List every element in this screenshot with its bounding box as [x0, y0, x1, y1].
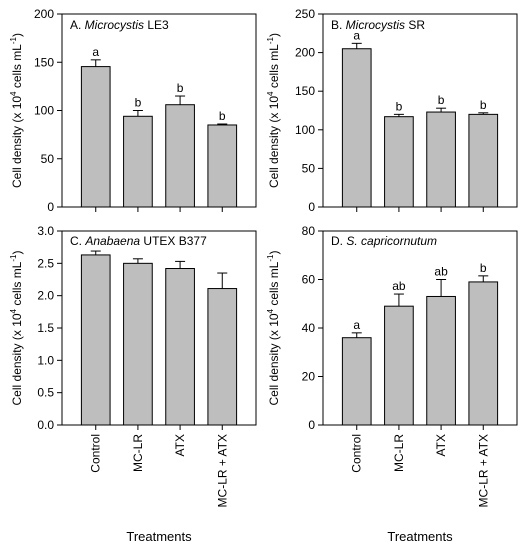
panel-c-yticks: 0.0 0.5 1.0 1.5 2.0 2.5 3.0 [37, 224, 223, 432]
y-tick-label: 0 [308, 200, 315, 214]
bar [341, 48, 372, 208]
bar [123, 262, 153, 426]
panel-a-ylabel: Cell density (x 104 cells mL-1) [9, 33, 24, 188]
panel-a-yticks: 0 50 100 150 200 [34, 7, 223, 214]
y-tick-label: 100 [295, 123, 315, 137]
significance-letter: b [480, 261, 487, 275]
panel-d-yticks: 0 20 40 60 80 [302, 224, 484, 432]
y-tick-label: 150 [295, 84, 315, 98]
bar [207, 288, 238, 426]
y-tick-label: 100 [34, 104, 54, 118]
panel-c-ylabel: Cell density (x 104 cells mL-1) [9, 251, 24, 406]
panel-c-bars [80, 250, 238, 426]
bar [80, 254, 111, 426]
panel-a-title: A. Microcystis LE3 [70, 18, 169, 32]
x-category-labels-left: Control MC-LR ATX MC-LR + ATX [89, 434, 230, 508]
svg-text:Cell density (x 104 cells mL-1: Cell density (x 104 cells mL-1) [266, 33, 281, 188]
bar [426, 295, 456, 426]
panel-b-ylabel: Cell density (x 104 cells mL-1) [266, 33, 281, 188]
y-tick-label: 0 [308, 418, 315, 432]
bar [80, 66, 111, 208]
y-tick-label: 60 [302, 273, 316, 287]
x-category-label: Control [89, 434, 103, 473]
x-category-label: Control [350, 434, 364, 473]
y-tick-label: 2.0 [37, 289, 54, 303]
significance-letter: b [396, 99, 403, 113]
significance-letter: a [353, 28, 360, 42]
significance-letter: b [480, 98, 487, 112]
x-category-label: ATX [173, 434, 187, 456]
bar [341, 337, 372, 426]
y-tick-label: 80 [302, 224, 316, 238]
x-category-labels-right: Control MC-LR ATX MC-LR + ATX [350, 434, 491, 508]
significance-letter: ab [392, 279, 406, 293]
bar [468, 281, 499, 426]
panel-b-title: B. Microcystis SR [331, 18, 425, 32]
x-category-label: MC-LR + ATX [476, 434, 490, 507]
y-tick-label: 150 [34, 55, 54, 69]
svg-text:Cell density (x 104 cells mL-1: Cell density (x 104 cells mL-1) [266, 251, 281, 406]
svg-text:Cell density (x 104 cells mL-1: Cell density (x 104 cells mL-1) [9, 33, 24, 188]
svg-text:Cell density (x 104 cells mL-1: Cell density (x 104 cells mL-1) [9, 251, 24, 406]
bar [426, 111, 456, 208]
x-category-label: MC-LR [392, 434, 406, 472]
x-category-label: ATX [434, 434, 448, 456]
panel-c: C. Anabaena UTEX B377 Cell density (x 10… [9, 224, 257, 432]
y-tick-label: 1.5 [37, 321, 54, 335]
panel-d: D. S. capricornutum Cell density (x 104 … [266, 224, 518, 432]
significance-letter: b [177, 81, 184, 95]
x-axis-label-left: Treatments [126, 529, 192, 544]
x-category-label: MC-LR [131, 434, 145, 472]
x-axis-label-right: Treatments [387, 529, 453, 544]
bar [165, 104, 195, 208]
panel-d-title: D. S. capricornutum [331, 234, 437, 248]
bar [468, 113, 499, 208]
bar [165, 268, 195, 426]
significance-letter: b [219, 109, 226, 123]
panel-b-yticks: 0 50 100 150 200 250 [295, 7, 484, 214]
y-tick-label: 40 [302, 321, 316, 335]
x-category-label: MC-LR + ATX [215, 434, 229, 507]
panel-d-bars: a ab ab b [341, 261, 499, 426]
bar [384, 305, 414, 426]
y-tick-label: 50 [41, 152, 55, 166]
y-tick-label: 0 [47, 200, 54, 214]
panel-c-title: C. Anabaena UTEX B377 [70, 234, 207, 248]
bar [384, 116, 414, 208]
y-tick-label: 3.0 [37, 224, 54, 238]
panel-b: B. Microcystis SR Cell density (x 104 ce… [266, 7, 518, 214]
y-tick-label: 250 [295, 7, 315, 21]
significance-letter: a [353, 318, 360, 332]
significance-letter: ab [434, 265, 448, 279]
y-tick-label: 0.0 [37, 418, 54, 432]
significance-letter: b [135, 96, 142, 110]
significance-letter: b [438, 93, 445, 107]
panel-a: A. Microcystis LE3 Cell density (x 104 c… [9, 7, 257, 214]
significance-letter: a [92, 45, 99, 59]
panel-b-bars: a b b b [341, 28, 499, 208]
y-tick-label: 1.0 [37, 353, 54, 367]
y-tick-label: 50 [302, 161, 316, 175]
y-tick-label: 200 [34, 7, 54, 21]
panel-d-ylabel: Cell density (x 104 cells mL-1) [266, 251, 281, 406]
y-tick-label: 2.5 [37, 256, 54, 270]
bar [207, 124, 238, 208]
panel-a-bars: a b b b [80, 45, 238, 208]
panel-b-frame [322, 13, 518, 208]
y-tick-label: 200 [295, 46, 315, 60]
y-tick-label: 0.5 [37, 386, 54, 400]
bar [123, 115, 153, 208]
y-tick-label: 20 [302, 370, 316, 384]
